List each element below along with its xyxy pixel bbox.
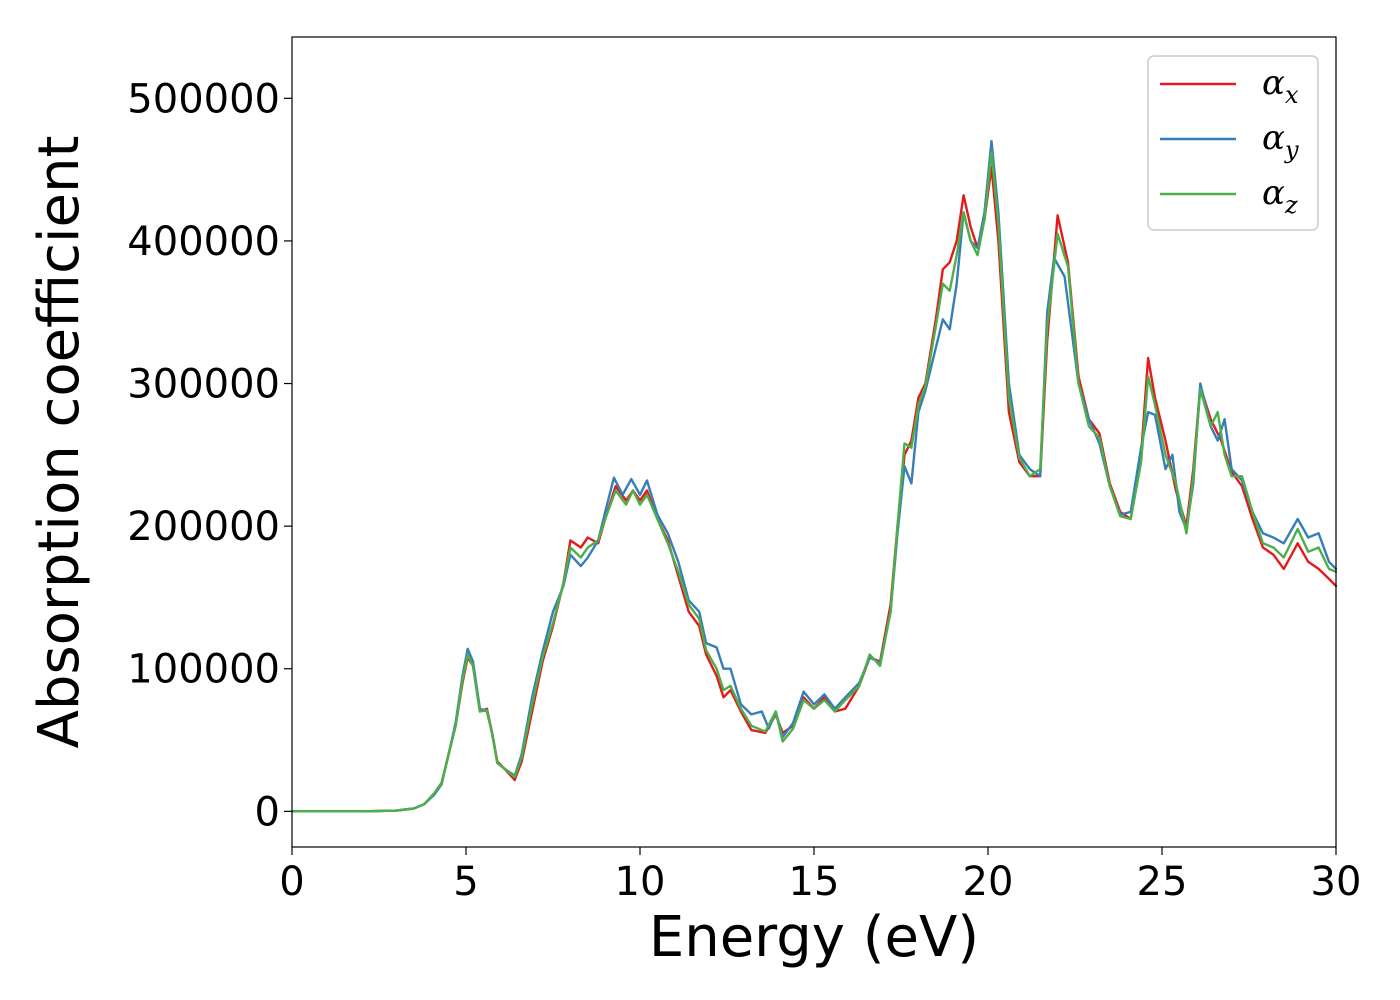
y-axis-ticks: 0 100000 200000 300000 400000 500000 [127, 76, 292, 835]
x-tick-label: 0 [279, 859, 304, 905]
x-axis-label: Energy (eV) [649, 905, 979, 970]
legend-box [1147, 55, 1319, 231]
legend-label-x: αx [1262, 63, 1299, 109]
x-tick-label: 10 [615, 859, 666, 905]
y-tick-label: 200000 [127, 504, 280, 550]
x-tick-label: 20 [963, 859, 1014, 905]
x-tick-label: 15 [789, 859, 840, 905]
x-tick-label: 25 [1137, 859, 1188, 905]
legend-label-y: αy [1262, 118, 1299, 164]
x-axis-ticks: 0 5 10 15 20 25 30 [279, 847, 1361, 905]
series-line-x [290, 165, 1338, 813]
legend-label-z: αz [1262, 173, 1298, 219]
plot-frame [291, 36, 1337, 848]
y-tick-label: 100000 [127, 647, 280, 693]
y-axis-label: Absorption coefficient [27, 136, 92, 749]
series-line-z [290, 151, 1338, 813]
x-tick-label: 5 [453, 859, 478, 905]
series-lines [290, 139, 1338, 813]
legend: αx αy αz [1147, 55, 1319, 231]
x-tick-label: 30 [1311, 859, 1362, 905]
y-tick-label: 400000 [127, 219, 280, 265]
y-tick-label: 0 [255, 789, 280, 835]
y-tick-label: 500000 [127, 76, 280, 122]
y-tick-label: 300000 [127, 362, 280, 408]
